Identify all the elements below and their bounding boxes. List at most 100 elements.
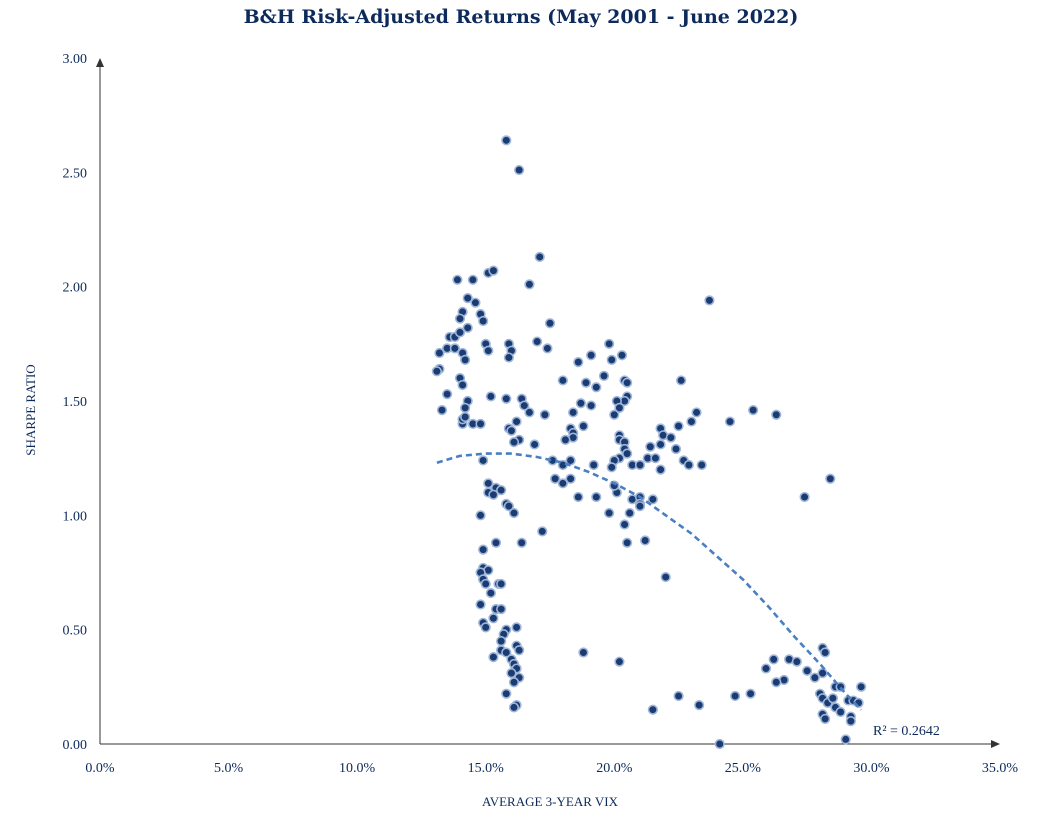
data-point [586,350,597,361]
data-point [496,603,507,615]
data-point [537,526,548,537]
data-point [460,402,471,413]
data-point [609,409,620,420]
data-point [802,665,813,676]
data-point [619,519,630,530]
data-point [488,652,499,663]
x-tick-label: 30.0% [853,761,890,776]
data-point [724,416,736,427]
x-axis-arrow [991,740,1000,748]
data-point [565,473,576,484]
data-point [676,375,687,386]
y-tick-label: 0.50 [63,624,88,639]
data-point [670,443,682,455]
data-point [475,510,486,521]
x-tick-label: 25.0% [725,761,762,776]
data-point [768,654,779,665]
data-point [478,315,489,327]
data-point [454,327,466,338]
data-point [511,416,522,427]
y-tick-label: 2.00 [63,281,88,296]
data-point [485,587,496,599]
x-tick-label: 5.0% [214,761,244,776]
data-point [508,437,520,448]
data-point [460,411,471,423]
data-point [704,295,715,306]
data-point [449,343,460,354]
data-point [506,425,517,436]
data-point [485,391,496,402]
data-point [488,489,499,500]
data-point [501,647,512,658]
data-point [550,473,561,484]
data-point [591,491,602,503]
data-point [686,416,697,427]
data-point [586,400,597,411]
data-point [434,347,445,359]
data-point [508,507,520,519]
data-point [442,389,453,400]
data-point [616,350,628,361]
data-point [488,613,499,624]
data-point [604,338,615,349]
data-point [578,647,589,658]
data-point [542,343,553,354]
data-point [640,535,651,546]
data-point [647,704,658,715]
data-point [624,507,635,519]
r-squared-label: R² = 0.2642 [873,724,940,739]
data-point [575,398,586,409]
y-tick-label: 2.50 [63,166,88,181]
data-point [539,409,550,420]
data-point [634,459,646,471]
data-point [835,706,846,718]
data-point [508,677,520,688]
data-point [534,251,545,263]
data-point [573,491,584,503]
data-point [452,274,463,285]
data-point [730,690,741,702]
data-point [511,622,522,633]
data-point [470,297,481,308]
data-point [673,690,684,702]
data-point [496,635,507,647]
data-point [503,501,514,512]
data-point [598,370,610,381]
data-point [622,377,633,388]
data-point [529,439,540,450]
data-point [490,537,502,548]
data-point [660,571,671,583]
x-tick-label: 0.0% [85,761,115,776]
data-point [560,434,571,445]
data-point [614,402,625,413]
data-point [462,293,473,304]
data-point [760,663,772,674]
data-point [516,537,527,548]
data-point [771,409,782,420]
data-point [614,656,625,667]
trendline [436,452,863,711]
data-point [820,713,831,724]
data-point [622,448,633,459]
data-point [460,354,471,365]
y-axis-label: SHARPE RATIO [23,364,38,455]
data-point [745,688,756,699]
data-point [478,544,489,555]
data-point [696,459,707,471]
data-point [791,656,802,667]
data-points [431,135,867,750]
x-tick-label: 35.0% [982,761,1019,776]
y-tick-label: 3.00 [63,52,88,67]
y-tick-label: 0.00 [63,738,88,753]
data-point [655,439,666,450]
data-point [544,318,556,329]
data-point [578,421,589,432]
data-point [573,357,584,368]
data-point [568,407,579,418]
data-point [856,681,867,692]
data-point [799,491,810,503]
x-tick-label: 10.0% [339,761,376,776]
data-point [840,734,851,745]
data-point [462,322,473,333]
